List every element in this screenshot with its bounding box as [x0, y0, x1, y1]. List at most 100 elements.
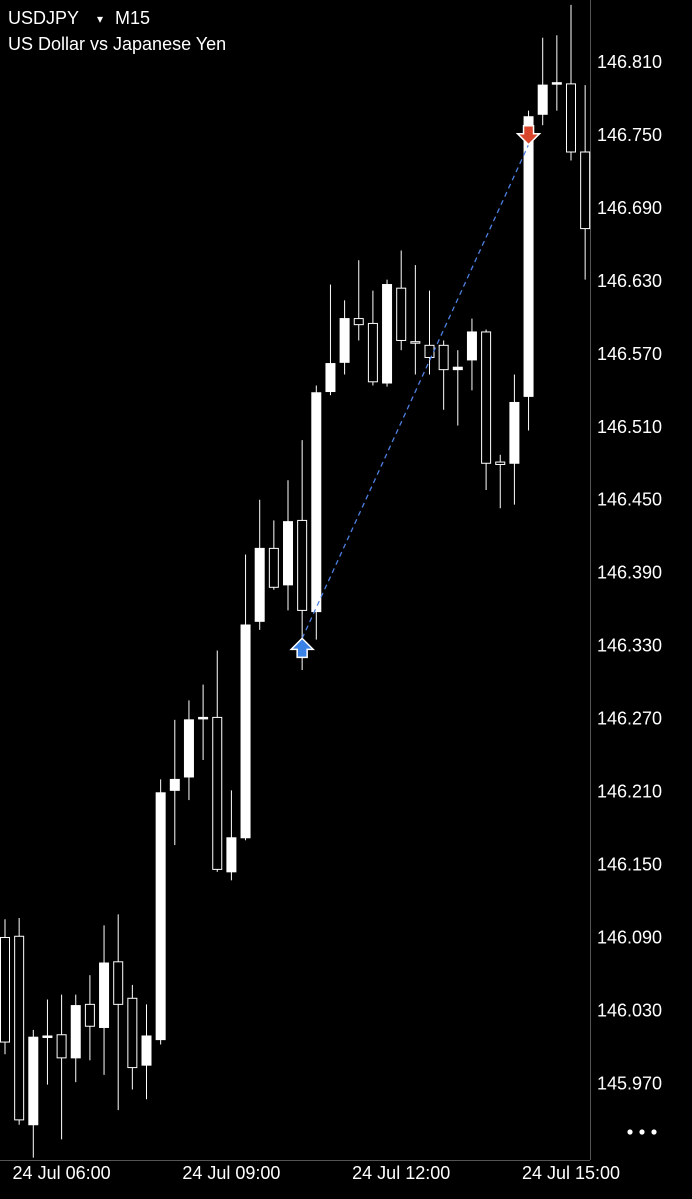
- y-tick-label: 146.270: [597, 709, 662, 729]
- candle: [240, 554, 251, 841]
- candle-body: [297, 519, 308, 611]
- y-tick-label: 146.510: [597, 417, 662, 437]
- candle-body: [99, 962, 110, 1028]
- candle: [183, 700, 194, 801]
- candle: [198, 684, 209, 760]
- candle-body: [382, 284, 393, 384]
- menu-dot: [651, 1129, 657, 1135]
- y-tick-label: 145.970: [597, 1073, 662, 1093]
- candle: [113, 914, 124, 1111]
- y-tick-label: 146.330: [597, 636, 662, 656]
- candle: [424, 290, 435, 375]
- buy-arrow: [289, 637, 315, 659]
- candle-body: [452, 366, 463, 371]
- candle: [523, 110, 534, 431]
- candle: [297, 440, 308, 670]
- candle: [481, 329, 492, 491]
- candle-body: [56, 1034, 67, 1059]
- candle: [509, 374, 520, 505]
- candle: [438, 340, 449, 410]
- candle: [226, 790, 237, 881]
- candle-body: [226, 837, 237, 873]
- candle: [99, 925, 110, 1075]
- candle: [28, 1029, 39, 1158]
- y-tick-label: 146.030: [597, 1000, 662, 1020]
- candle-body: [240, 624, 251, 839]
- symbol-dropdown[interactable]: ▾: [97, 12, 103, 26]
- candle-body: [254, 547, 265, 622]
- y-tick-label: 146.630: [597, 271, 662, 291]
- candle: [537, 37, 548, 126]
- timeframe[interactable]: M15: [115, 8, 150, 28]
- chart-subtitle: US Dollar vs Japanese Yen: [8, 34, 226, 54]
- sell-arrow: [515, 124, 542, 146]
- candle-body: [325, 363, 336, 393]
- menu-dot: [639, 1129, 645, 1135]
- candle-body: [127, 997, 138, 1069]
- candle-body: [580, 151, 591, 230]
- candle-body: [28, 1036, 39, 1126]
- candle-body: [212, 716, 223, 870]
- more-menu[interactable]: [627, 1129, 657, 1135]
- candle-body: [183, 719, 194, 778]
- y-tick-label: 146.090: [597, 927, 662, 947]
- candle-body: [353, 318, 364, 326]
- candle-body: [14, 935, 25, 1121]
- candle: [254, 499, 265, 630]
- y-tick-label: 146.690: [597, 198, 662, 218]
- candle: [283, 480, 293, 611]
- y-tick-label: 146.210: [597, 782, 662, 802]
- candle: [367, 290, 378, 386]
- candle-body: [396, 287, 407, 341]
- candle-body: [283, 521, 293, 586]
- candle: [141, 1004, 152, 1100]
- candle: [466, 318, 477, 391]
- candle: [311, 385, 322, 640]
- x-tick-label: 24 Jul 09:00: [182, 1163, 280, 1183]
- candle: [580, 85, 591, 280]
- candle: [127, 984, 138, 1090]
- x-tick-label: 24 Jul 06:00: [13, 1163, 111, 1183]
- candle-body: [311, 392, 322, 613]
- candle: [42, 999, 53, 1085]
- x-tick-label: 24 Jul 12:00: [352, 1163, 450, 1183]
- candle-body: [495, 461, 506, 465]
- candle: [14, 918, 25, 1125]
- candle-body: [537, 84, 548, 115]
- candle-body: [268, 547, 279, 588]
- candle-body: [367, 322, 378, 383]
- candle-body: [438, 344, 449, 371]
- candle: [566, 4, 576, 161]
- candle: [84, 975, 95, 1061]
- candle: [551, 35, 562, 111]
- candle-body: [141, 1035, 152, 1066]
- candle-body: [198, 716, 209, 720]
- candle-body: [339, 318, 350, 363]
- y-tick-label: 146.810: [597, 52, 662, 72]
- x-tick-label: 24 Jul 15:00: [522, 1163, 620, 1183]
- candle: [452, 350, 463, 426]
- candle-body: [466, 331, 477, 361]
- candle: [339, 300, 350, 375]
- candle-body: [523, 116, 534, 397]
- candle: [70, 994, 81, 1083]
- candle: [56, 994, 67, 1140]
- y-tick-label: 146.750: [597, 125, 662, 145]
- candle: [169, 719, 180, 846]
- candle-body: [42, 1035, 53, 1038]
- candle-body: [481, 331, 492, 464]
- candle-body: [70, 1005, 81, 1059]
- candle-body: [424, 344, 435, 358]
- candle: [495, 454, 506, 509]
- candle-body: [113, 961, 124, 1005]
- candle: [410, 265, 421, 375]
- symbol[interactable]: USDJPY: [8, 8, 79, 28]
- candle-body: [410, 341, 421, 344]
- menu-dot: [627, 1129, 633, 1135]
- y-tick-label: 146.450: [597, 490, 662, 510]
- candle-body: [84, 1003, 95, 1027]
- candle-body: [551, 82, 562, 85]
- candle: [396, 250, 407, 351]
